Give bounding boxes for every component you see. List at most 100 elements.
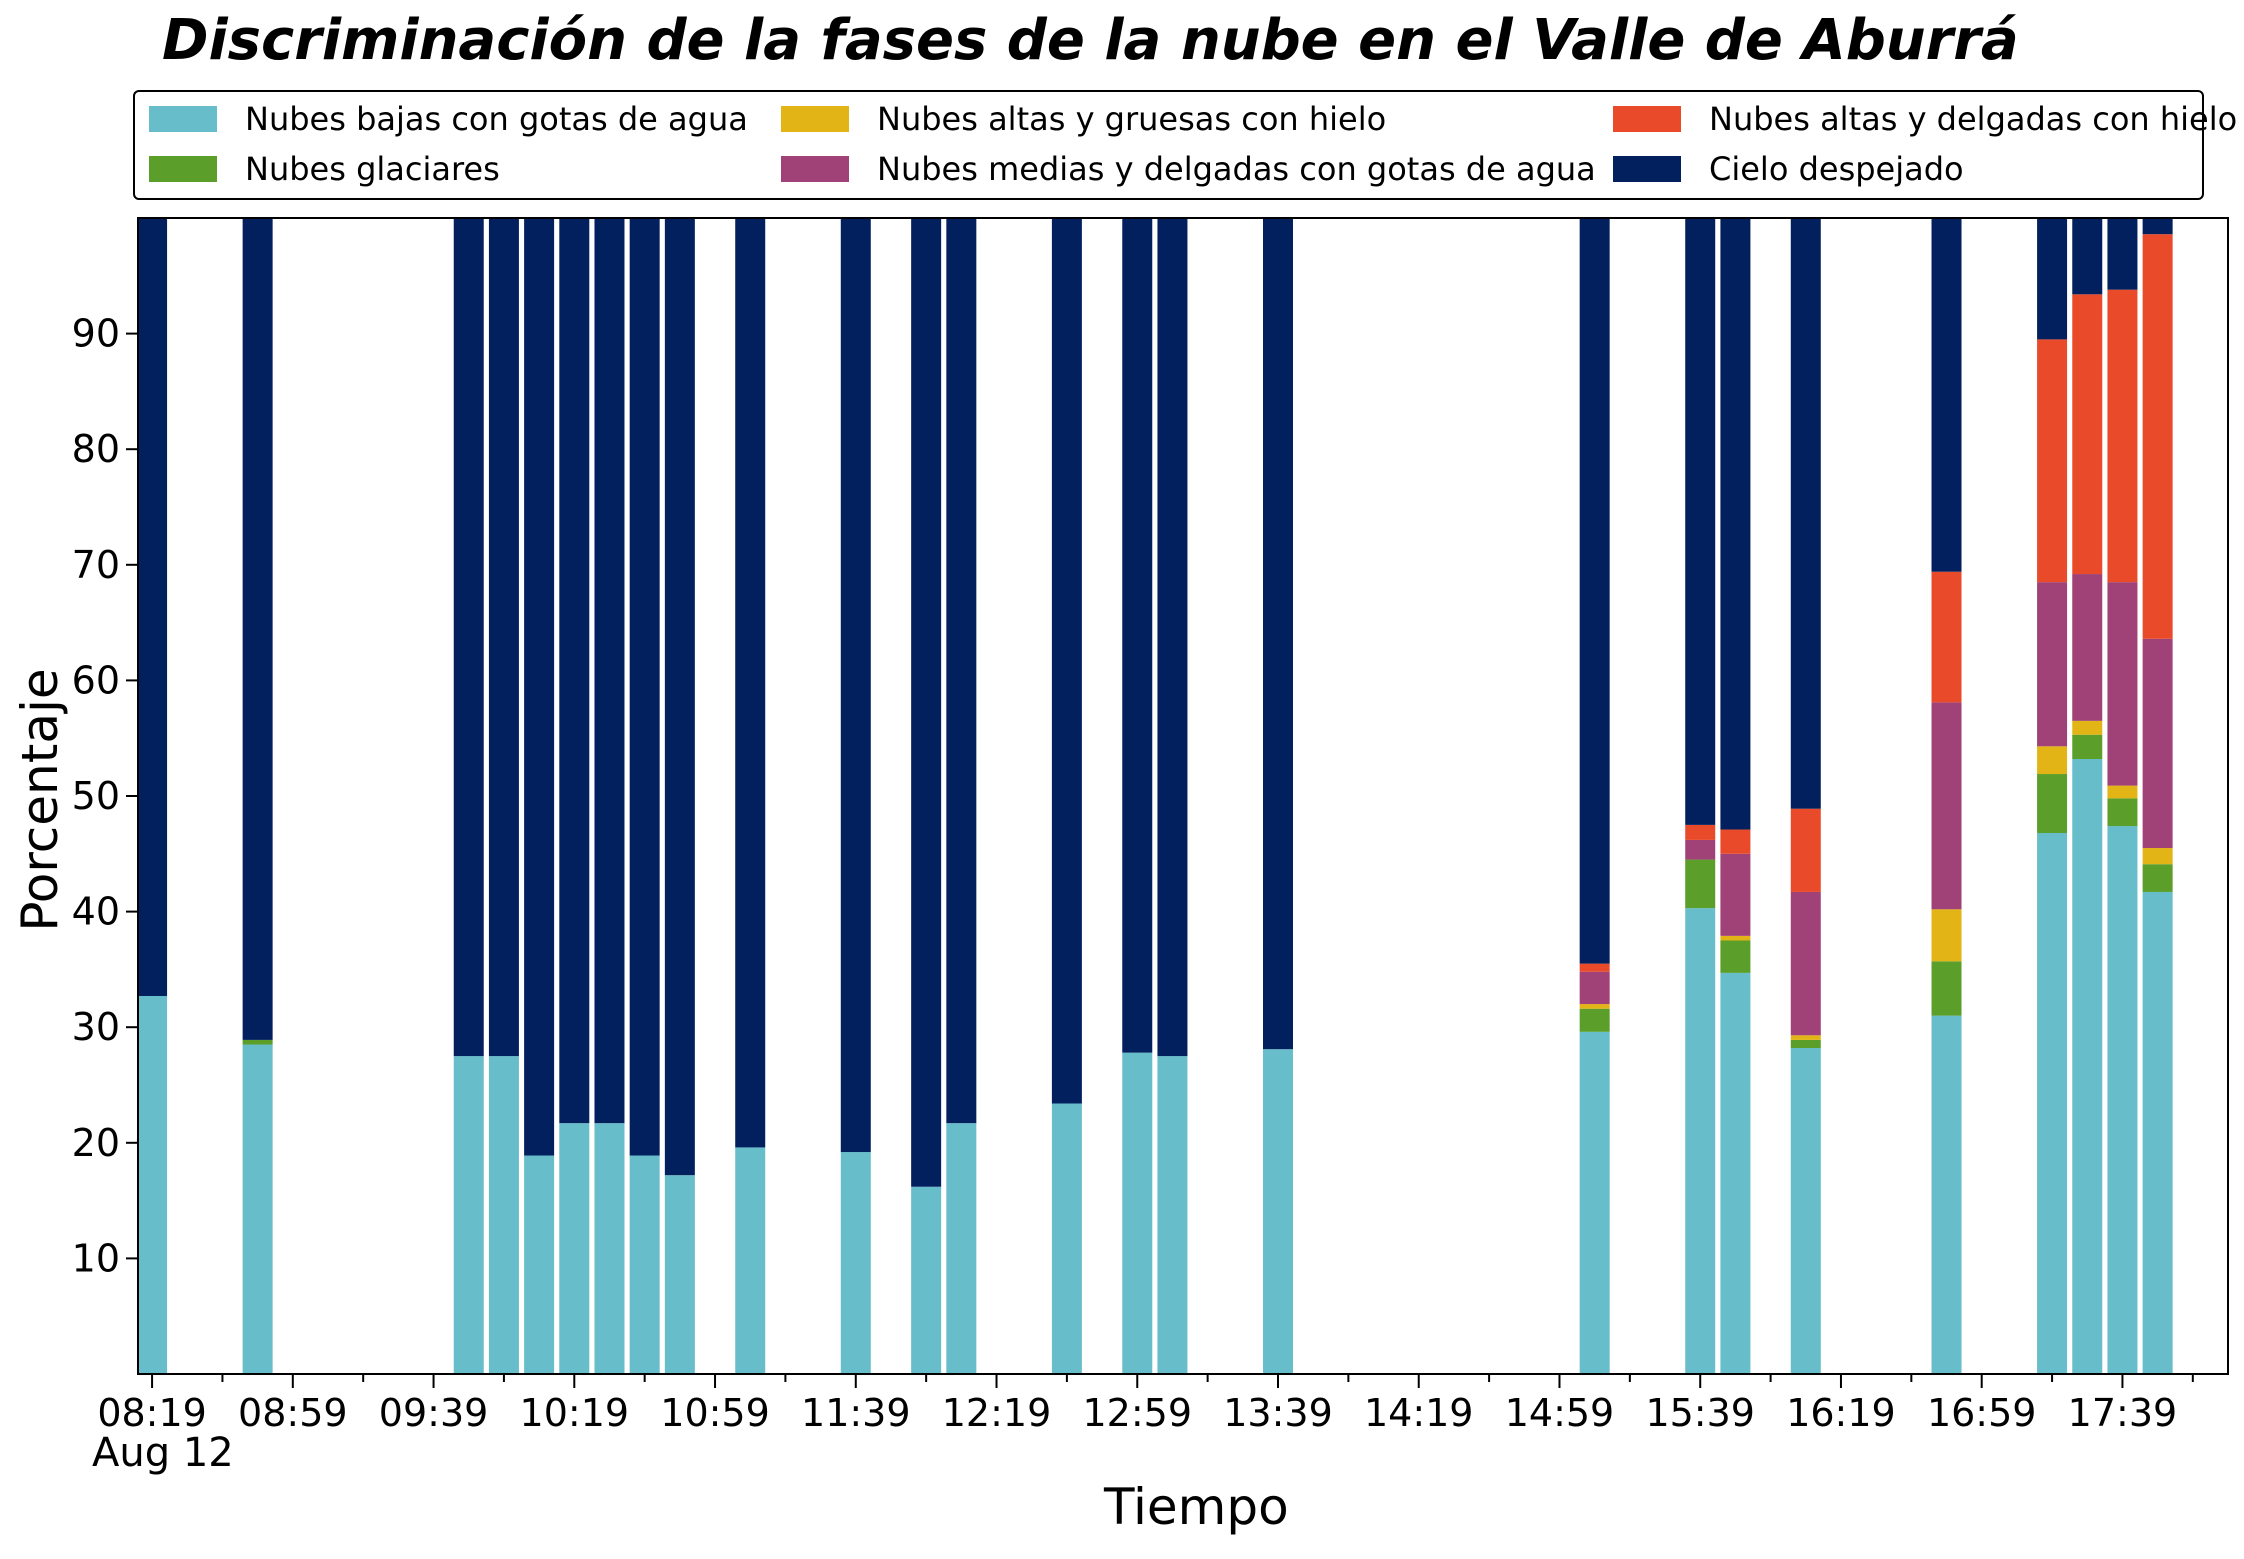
legend-swatch (1613, 106, 1681, 132)
bar-segment (242, 1039, 273, 1045)
bar-segment (2107, 826, 2138, 1374)
bar-segment (2072, 759, 2103, 1374)
y-axis-title: Porcentaje (11, 668, 69, 932)
bar-segment (629, 1155, 660, 1374)
bar-segment (1720, 218, 1751, 830)
x-tick-label: 16:19 (1786, 1391, 1896, 1435)
y-tick-label: 60 (72, 658, 120, 702)
x-axis-date-label: Aug 12 (92, 1430, 234, 1476)
legend-label: Nubes altas y gruesas con hielo (877, 100, 1387, 138)
bar-segment (1579, 1031, 1610, 1374)
bar-segment (453, 218, 484, 1057)
bar-segment (137, 995, 168, 1374)
y-tick-label: 40 (72, 890, 120, 934)
bar-segment (735, 218, 766, 1148)
bar-segment (1685, 839, 1716, 860)
bar-segment (2142, 638, 2173, 849)
bar-segment (1122, 218, 1153, 1053)
bar-segment (2142, 891, 2173, 1374)
legend-label: Cielo despejado (1709, 150, 1964, 188)
bar-segment (1931, 571, 1962, 703)
bar-segment (2142, 218, 2173, 235)
bar-segment (840, 218, 871, 1153)
legend-item: Cielo despejado (1613, 150, 1964, 188)
bar-segment (1720, 972, 1751, 1374)
bar-segment (1579, 971, 1610, 1005)
bar-segment (2037, 582, 2068, 747)
legend: Nubes bajas con gotas de agua Nubes glaci… (133, 90, 2237, 200)
x-tick-label: 08:59 (238, 1391, 348, 1435)
legend-label: Nubes medias y delgadas con gotas de agu… (877, 150, 1596, 188)
bar-segment (1790, 218, 1821, 809)
bar-segment (2142, 234, 2173, 639)
bar-segment (1579, 1004, 1610, 1009)
bar-segment (559, 218, 590, 1124)
legend-swatch (1613, 156, 1681, 182)
y-tick-label: 50 (72, 774, 120, 818)
bar-segment (664, 218, 695, 1176)
x-tick-label: 13:39 (1223, 1391, 1333, 1435)
x-tick-label: 14:19 (1364, 1391, 1474, 1435)
bar-segment (2072, 720, 2103, 735)
x-tick-label: 17:39 (2068, 1391, 2178, 1435)
bar-segment (2107, 798, 2138, 827)
bar-segment (242, 218, 273, 1040)
x-axis-title: Tiempo (1104, 1478, 1289, 1536)
bar-segment (629, 218, 660, 1156)
bar-segment (2037, 774, 2068, 833)
bar-segment (488, 218, 519, 1057)
bar-segment (911, 218, 942, 1187)
bar-segment (911, 1186, 942, 1374)
bar-segment (524, 218, 555, 1156)
bar-segment (1051, 1103, 1082, 1374)
bar-segment (1685, 218, 1716, 825)
bar-segment (2072, 734, 2103, 760)
bar-segment (1720, 853, 1751, 936)
x-tick-label: 12:59 (1083, 1391, 1193, 1435)
bar-segment (559, 1123, 590, 1374)
bar-segment (2037, 339, 2068, 583)
bar-segment (2072, 218, 2103, 295)
y-tick-label: 70 (72, 543, 120, 587)
x-tick-label: 12:19 (942, 1391, 1052, 1435)
bar-segment (1579, 218, 1610, 964)
bar-segment (1931, 1015, 1962, 1374)
chart-title: Discriminación de la fases de la nube en… (162, 8, 2019, 73)
bar-segment (2142, 848, 2173, 865)
x-tick-label: 10:19 (520, 1391, 630, 1435)
bar-segment (2072, 574, 2103, 721)
bar-segment (1790, 1035, 1821, 1040)
bar-segment (946, 218, 977, 1124)
bar-segment (2107, 785, 2138, 799)
x-tick-label: 08:19 (97, 1391, 207, 1435)
bar-segment (137, 218, 168, 996)
bar-segment (1790, 891, 1821, 1036)
legend-item: Nubes altas y gruesas con hielo (781, 100, 1386, 138)
bar-segment (2142, 864, 2173, 892)
bar-segment (1122, 1052, 1153, 1374)
bar-segment (1931, 909, 1962, 962)
bar-segment (242, 1044, 273, 1374)
x-tick-label: 14:59 (1505, 1391, 1615, 1435)
bar-segment (1685, 859, 1716, 909)
bar-segment (735, 1147, 766, 1374)
bar-segment (2107, 582, 2138, 786)
bar-segment (2037, 832, 2068, 1374)
x-tick-label: 15:39 (1645, 1391, 1755, 1435)
bar-segment (453, 1056, 484, 1374)
bar-segment (594, 218, 625, 1124)
x-tick-label: 16:59 (1927, 1391, 2037, 1435)
bar-segment (1685, 908, 1716, 1374)
bar-segment (1931, 961, 1962, 1016)
legend-item: Nubes bajas con gotas de agua (149, 100, 748, 138)
bar-segment (1720, 935, 1751, 941)
bar-segment (1931, 218, 1962, 572)
bar-segment (1790, 1048, 1821, 1374)
y-tick-label: 30 (72, 1005, 120, 1049)
bar-segment (1685, 824, 1716, 840)
bar-segment (1051, 218, 1082, 1104)
bar-segment (1790, 808, 1821, 892)
bar-segment (594, 1123, 625, 1374)
y-tick-label: 90 (72, 312, 120, 356)
